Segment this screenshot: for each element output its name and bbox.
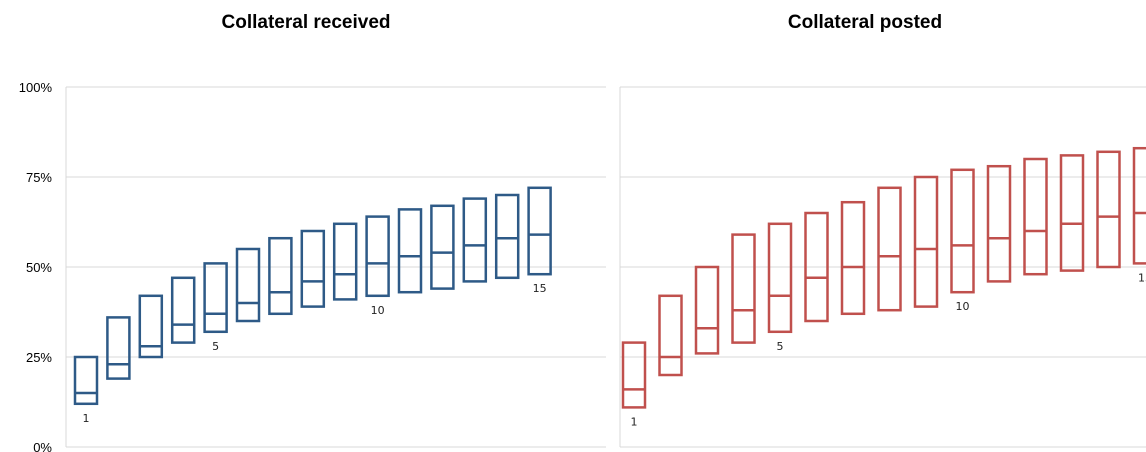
box-received-14 <box>494 193 520 280</box>
y-tick-label-100pct: 100% <box>19 80 53 95</box>
box-received-1 <box>73 355 99 406</box>
box-received-15 <box>527 186 552 276</box>
box-posted-14 <box>1096 150 1121 269</box>
box-received-5 <box>203 262 228 334</box>
box-received-10 <box>365 215 390 298</box>
box-label-received-5: 5 <box>212 340 219 353</box>
box-posted-8 <box>877 186 902 312</box>
box-received-4 <box>170 276 196 344</box>
box-posted-15 <box>1132 146 1146 265</box>
box-posted-11 <box>986 164 1012 283</box>
box-posted-10 <box>950 168 975 294</box>
y-tick-label-75pct: 75% <box>26 170 52 185</box>
y-tick-label-25pct: 25% <box>26 350 52 365</box>
box-label-received-1: 1 <box>83 412 90 425</box>
box-received-9 <box>332 222 358 301</box>
box-posted-6 <box>804 211 829 323</box>
y-tick-label-0pct: 0% <box>33 440 52 452</box>
box-received-7 <box>268 236 293 316</box>
box-received-8 <box>300 229 326 308</box>
box-posted-13 <box>1059 154 1085 272</box>
box-received-12 <box>430 204 455 290</box>
box-received-13 <box>462 197 488 283</box>
box-received-6 <box>235 247 261 323</box>
box-label-received-15: 15 <box>533 282 547 295</box>
chart-title-posted: Collateral posted <box>787 12 943 33</box>
box-received-2 <box>106 316 131 380</box>
y-tick-label-50pct: 50% <box>26 260 52 275</box>
box-label-received-10: 10 <box>371 304 385 317</box>
box-label-posted-10: 10 <box>956 300 970 313</box>
box-received-3 <box>138 294 164 359</box>
chart-title-received: Collateral received <box>221 12 391 33</box>
box-posted-2 <box>658 294 683 377</box>
box-posted-7 <box>840 200 866 316</box>
box-received-11 <box>397 208 423 294</box>
box-posted-4 <box>731 233 756 344</box>
box-posted-3 <box>694 265 720 355</box>
box-label-posted-5: 5 <box>777 340 784 353</box>
box-posted-9 <box>913 175 939 308</box>
box-posted-1 <box>621 341 647 409</box>
box-posted-5 <box>767 222 793 334</box>
box-posted-12 <box>1023 157 1048 276</box>
box-label-posted-15: 15 <box>1138 271 1146 284</box>
box-label-posted-1: 1 <box>631 415 638 428</box>
